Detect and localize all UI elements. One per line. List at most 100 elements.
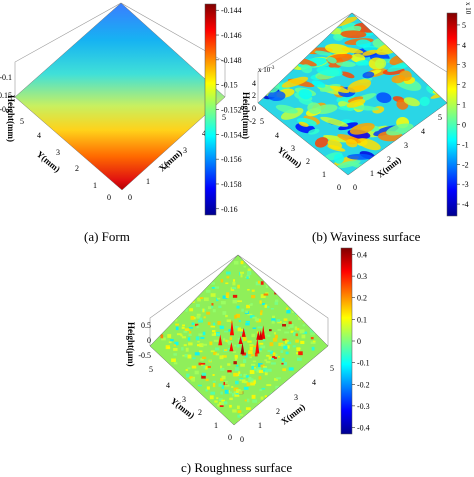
roughness-speckle bbox=[203, 365, 206, 369]
roughness-speckle bbox=[197, 344, 201, 347]
waviness-patch bbox=[432, 89, 447, 95]
roughness-speckle bbox=[280, 350, 284, 353]
b-x-tick-3: 3 bbox=[404, 141, 408, 150]
a-y-ticks: 5 4 3 2 1 0 bbox=[20, 117, 111, 202]
roughness-speckle bbox=[199, 317, 203, 321]
a-colorbar-tick-label: -0.144 bbox=[221, 6, 242, 15]
roughness-speckle bbox=[232, 299, 237, 304]
a-z-label: Height(mm) bbox=[6, 95, 16, 142]
c-x-tick-3: 3 bbox=[294, 393, 298, 402]
roughness-speckle bbox=[239, 377, 244, 381]
waviness-patch bbox=[340, 30, 367, 39]
roughness-speckle bbox=[222, 338, 226, 342]
waviness-patch bbox=[298, 97, 314, 106]
waviness-patch bbox=[341, 47, 364, 54]
b-colorbar-tick-label: -3 bbox=[462, 180, 469, 189]
b-x-tick-5: 5 bbox=[438, 113, 442, 122]
roughness-speckle bbox=[270, 362, 276, 365]
roughness-speckle bbox=[272, 356, 277, 359]
roughness-speckle bbox=[250, 363, 256, 366]
roughness-speckle bbox=[251, 294, 256, 299]
roughness-speckle bbox=[271, 357, 274, 360]
roughness-speckle bbox=[310, 341, 316, 344]
waviness-patch bbox=[320, 116, 349, 127]
roughness-speckle bbox=[271, 320, 275, 324]
roughness-speckle bbox=[260, 281, 264, 285]
roughness-speckle bbox=[284, 340, 289, 344]
roughness-speckle bbox=[237, 327, 241, 332]
waviness-patch bbox=[355, 39, 371, 48]
roughness-speckle bbox=[186, 373, 190, 378]
roughness-speckle bbox=[222, 355, 227, 358]
b-colorbar-tick-label: 0 bbox=[462, 120, 466, 129]
roughness-speckle bbox=[240, 273, 243, 278]
c-colorbar bbox=[340, 247, 353, 435]
waviness-patch bbox=[374, 58, 387, 69]
roughness-speckle bbox=[234, 314, 237, 319]
a-z-tick-1: -0.1 bbox=[0, 73, 12, 82]
roughness-speckle bbox=[274, 299, 279, 303]
waviness-patch bbox=[275, 104, 298, 114]
roughness-speckle bbox=[256, 368, 262, 373]
roughness-speckle bbox=[266, 354, 270, 357]
roughness-peak bbox=[240, 342, 245, 355]
roughness-speckle bbox=[235, 392, 240, 396]
roughness-speckle bbox=[207, 321, 211, 326]
roughness-speckle bbox=[211, 303, 214, 306]
roughness-speckle bbox=[274, 378, 278, 381]
roughness-speckle bbox=[293, 332, 296, 336]
waviness-patch bbox=[330, 85, 350, 93]
roughness-speckle bbox=[189, 308, 194, 312]
roughness-speckle bbox=[220, 301, 226, 305]
waviness-patch bbox=[346, 99, 366, 108]
roughness-speckle bbox=[275, 353, 278, 358]
a-colorbar-ticks: -0.144 -0.146 -0.148 -0.15 -0.152 -0.154 -0.15… bbox=[216, 6, 242, 214]
roughness-speckle bbox=[286, 345, 290, 349]
roughness-speckle bbox=[260, 396, 264, 400]
b-colorbar-exponent: x 10 bbox=[464, 2, 472, 15]
roughness-speckle bbox=[241, 379, 246, 383]
a-x-tick-2: 2 bbox=[164, 161, 168, 170]
waviness-patch bbox=[308, 128, 320, 135]
roughness-speckle bbox=[272, 337, 278, 342]
roughness-speckle bbox=[181, 347, 184, 351]
c-x-tick-5: 5 bbox=[330, 364, 334, 373]
a-colorbar-tick-label: -0.15 bbox=[221, 81, 238, 90]
c-colorbar-ticks: 0.4 0.3 0.2 0.1 0 -0.1 -0.2 -0.3 -0.4 bbox=[352, 250, 370, 433]
b-z-label: Height(mm) bbox=[241, 92, 251, 139]
roughness-speckle bbox=[194, 352, 200, 356]
roughness-speckle bbox=[247, 271, 252, 276]
roughness-speckle bbox=[229, 404, 232, 408]
panel-c-roughness: 0.5 0 -0.5 Height(μm) 5 4 3 2 1 0 Y(mm) … bbox=[126, 247, 370, 444]
roughness-speckle bbox=[300, 340, 305, 345]
roughness-speckle bbox=[235, 325, 239, 329]
c-y-ticks: 5 4 3 2 1 0 bbox=[149, 365, 232, 442]
roughness-speckle bbox=[160, 334, 164, 339]
waviness-patch bbox=[280, 107, 304, 120]
roughness-speckle bbox=[245, 323, 250, 326]
roughness-speckle bbox=[236, 405, 240, 410]
b-x-ticks: 0 1 2 3 4 5 bbox=[353, 113, 442, 192]
roughness-speckle bbox=[262, 366, 267, 368]
roughness-speckle bbox=[248, 376, 252, 381]
roughness-speckle bbox=[243, 265, 247, 268]
roughness-speckle bbox=[282, 323, 287, 327]
roughness-speckle bbox=[247, 289, 250, 291]
waviness-patch bbox=[362, 49, 378, 56]
roughness-speckle bbox=[220, 403, 224, 407]
roughness-speckle bbox=[254, 352, 258, 357]
roughness-speckle bbox=[231, 393, 235, 397]
roughness-speckle bbox=[209, 395, 214, 400]
roughness-speckle bbox=[258, 370, 264, 373]
roughness-speckle bbox=[236, 344, 240, 348]
roughness-speckle bbox=[185, 347, 189, 352]
roughness-speckle bbox=[312, 340, 316, 343]
roughness-speckle bbox=[206, 386, 210, 390]
roughness-speckle bbox=[217, 297, 221, 300]
roughness-speckle bbox=[228, 347, 231, 352]
roughness-speckle bbox=[224, 384, 230, 387]
caption-c: c) Roughness surface bbox=[181, 460, 292, 475]
roughness-speckle bbox=[213, 322, 216, 326]
roughness-speckle bbox=[184, 328, 190, 331]
b-x-tick-4: 4 bbox=[421, 127, 425, 136]
